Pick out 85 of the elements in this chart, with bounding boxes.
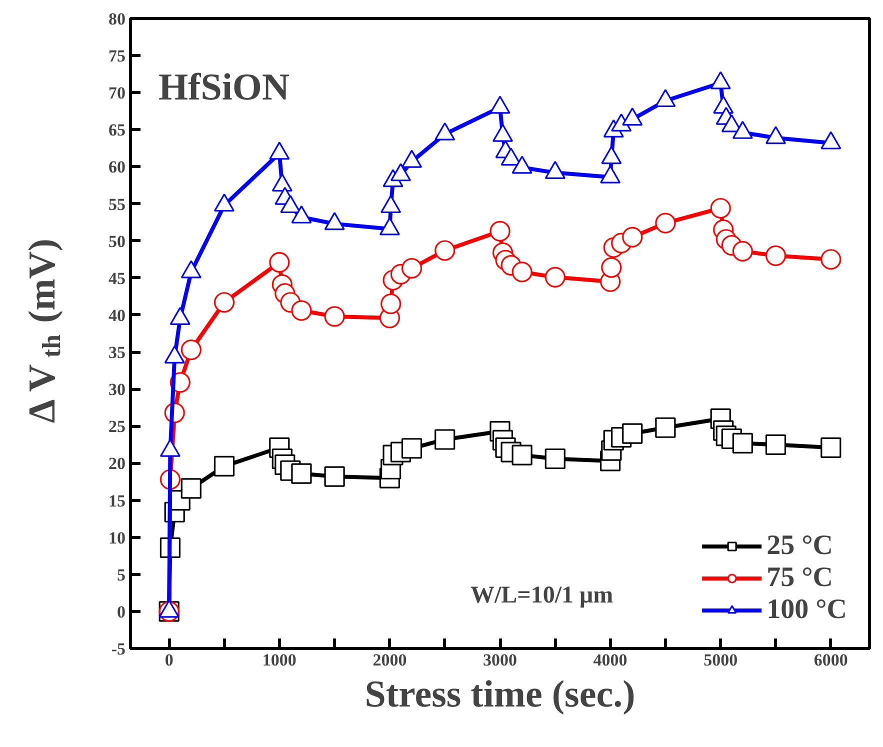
point [380,194,402,214]
point [272,173,292,192]
point [601,257,622,278]
x-tick-label: 4000 [593,650,628,670]
x-tick-label: 3000 [483,650,517,670]
point [324,466,345,487]
point [765,245,786,266]
point [544,448,566,470]
legend-label: 100 °C [766,594,847,626]
y-tick-label: 65 [108,120,126,140]
point [512,444,532,466]
point [401,438,422,459]
x-tick-label: 5000 [704,650,738,670]
point [390,163,412,182]
x-tick-label: 0 [164,650,174,670]
point [490,220,510,242]
point [434,429,456,450]
y-tick-label: 40 [108,306,126,325]
y-tick-label: -5 [111,640,126,658]
y-tick-label: 35 [108,343,126,362]
annotation: HfSiON [158,66,290,108]
annotation: W/L=10/1 μm [470,582,614,608]
y-tick-label: 55 [108,194,126,214]
point [732,120,753,139]
point [655,417,676,438]
point [512,156,532,174]
point [324,306,345,327]
y-tick-label: 20 [108,454,126,474]
point [622,423,643,444]
y-tick-label: 25 [108,417,126,436]
point [710,71,731,90]
point [214,194,235,212]
point [622,226,643,248]
x-tick-label: 6000 [814,650,848,670]
point [655,212,676,234]
point [291,205,312,224]
point [490,96,510,114]
x-tick-label: 1000 [262,650,296,670]
y-tick-label: 0 [117,602,126,622]
point [434,122,456,140]
y-tick-label: 5 [117,565,126,584]
y-tick-label: 45 [108,268,126,288]
point [765,126,786,144]
x-tick-label: 2000 [372,650,407,670]
point [291,300,312,321]
y-tick-label: 15 [108,491,126,510]
point [544,266,566,288]
point [401,258,422,279]
y-tick-label: 50 [108,232,126,251]
point [820,249,842,270]
point [512,262,532,282]
point [732,432,753,454]
y-tick-label: 30 [108,380,126,400]
point [601,146,622,164]
point [600,165,621,184]
point [820,437,842,458]
y-tick-label: 10 [108,528,126,548]
point [380,294,402,314]
point [820,131,842,150]
y-tick-label: 60 [108,158,126,177]
x-axis-title: Stress time (sec.) [364,674,636,716]
legend-label: 25 °C [766,530,833,562]
point [622,108,643,126]
y-tick-label: 80 [108,10,126,28]
legend-label: 75 °C [766,562,833,594]
point [214,456,235,476]
point [492,124,514,142]
point [214,292,235,313]
point [765,434,786,455]
point [180,478,202,499]
point [544,160,566,179]
y-tick-label: 70 [108,84,126,103]
y-tick-label: 75 [108,46,126,66]
point [655,89,676,108]
point [269,142,290,160]
point [291,463,312,484]
y-axis-title: Δ Vth (mV) [22,238,66,423]
point [732,240,753,262]
point [280,194,301,214]
point [324,212,345,230]
point [180,340,202,360]
point [379,217,400,236]
point [269,252,290,273]
point [434,240,456,261]
point [401,150,422,168]
